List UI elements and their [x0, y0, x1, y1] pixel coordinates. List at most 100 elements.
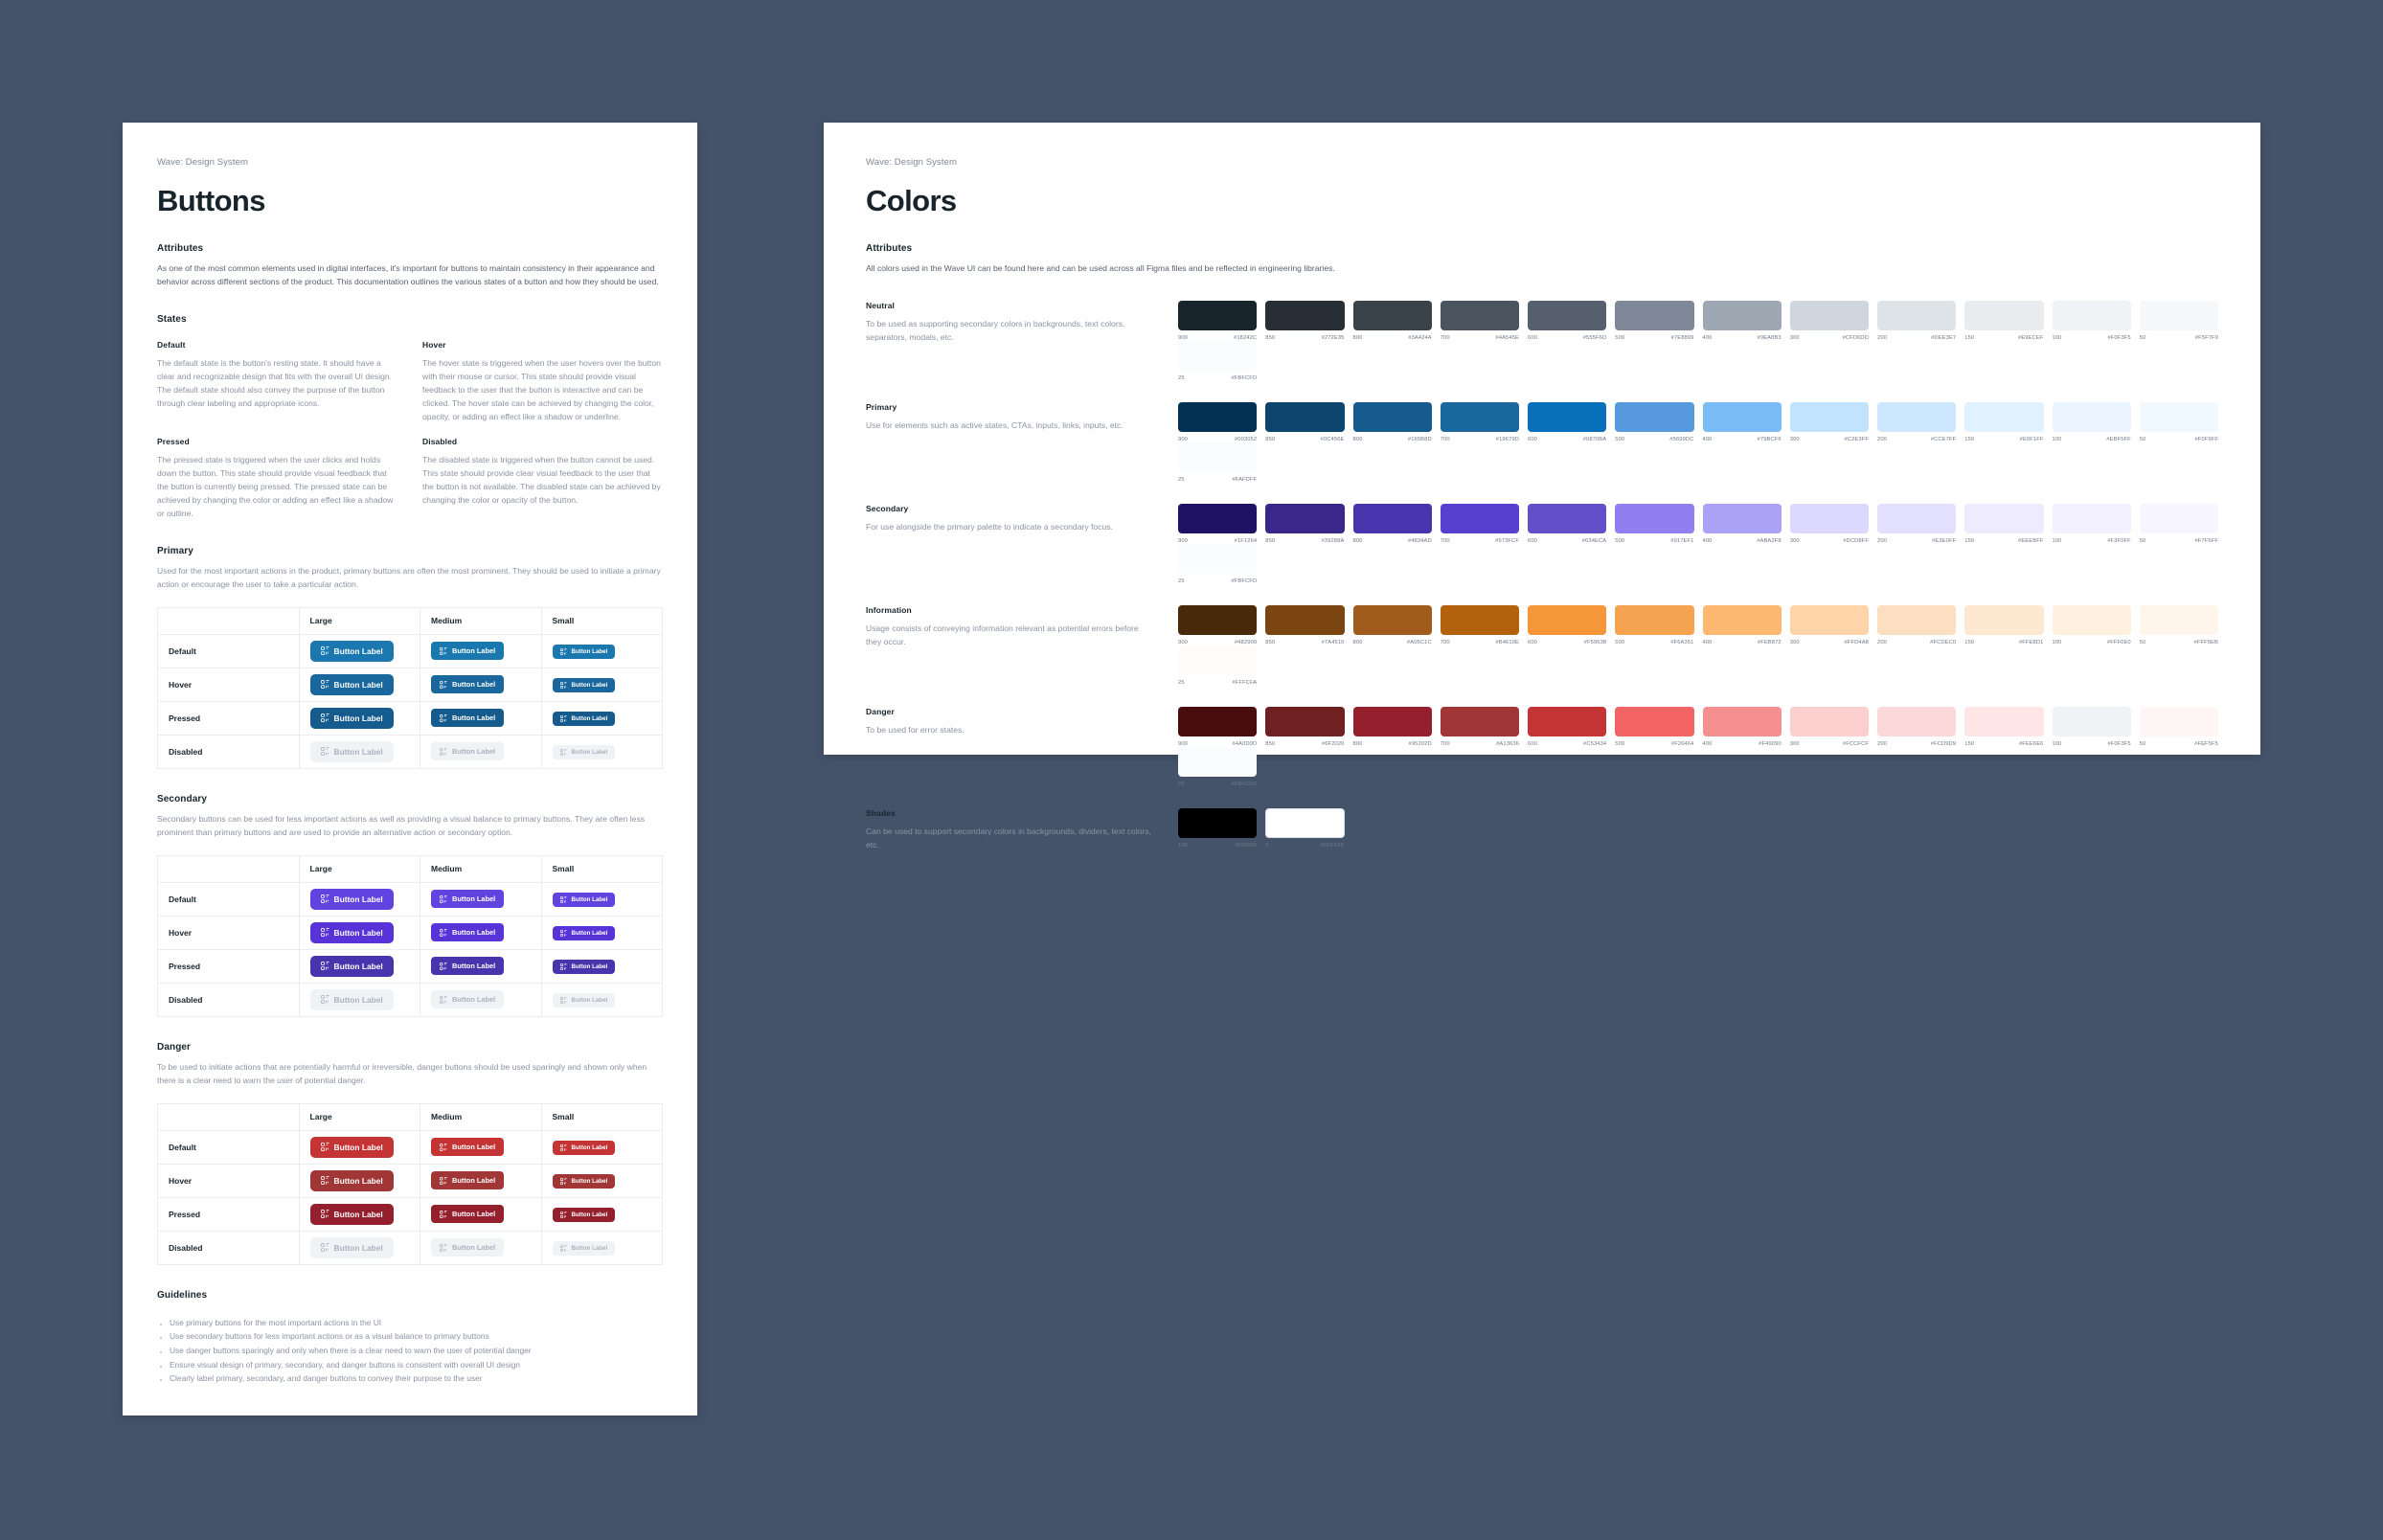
- color-swatch[interactable]: 100 #F0F3F5: [2052, 706, 2131, 747]
- color-swatch[interactable]: 25 #FBFCFD: [1178, 543, 1258, 584]
- color-swatch[interactable]: 700 #4A545E: [1440, 300, 1519, 341]
- swatch-chip[interactable]: [1178, 706, 1258, 736]
- swatch-chip[interactable]: [1964, 401, 2044, 432]
- swatch-chip[interactable]: [1440, 401, 1519, 432]
- color-swatch[interactable]: 400 #F49090: [1702, 706, 1782, 747]
- color-swatch[interactable]: 200 #DEE3E7: [1877, 300, 1957, 341]
- swatch-chip[interactable]: [1440, 503, 1519, 533]
- swatch-chip[interactable]: [1440, 604, 1519, 635]
- color-swatch[interactable]: 150 #E0F1FF: [1964, 401, 2044, 442]
- danger-pressed-medium-button[interactable]: Button Label: [431, 1205, 505, 1224]
- primary-pressed-medium-button[interactable]: Button Label: [431, 709, 505, 728]
- danger-pressed-large-button[interactable]: Button Label: [309, 1203, 394, 1225]
- color-swatch[interactable]: 900 #482909: [1178, 604, 1258, 645]
- swatch-chip[interactable]: [1789, 706, 1869, 736]
- swatch-chip[interactable]: [1352, 604, 1432, 635]
- swatch-chip[interactable]: [1615, 300, 1694, 330]
- swatch-chip[interactable]: [1178, 340, 1258, 371]
- swatch-chip[interactable]: [1178, 604, 1258, 635]
- swatch-chip[interactable]: [1440, 300, 1519, 330]
- color-swatch[interactable]: 100 #FFF0E0: [2052, 604, 2131, 645]
- swatch-chip[interactable]: [1615, 706, 1694, 736]
- color-swatch[interactable]: 400 #9EA8B3: [1702, 300, 1782, 341]
- color-swatch[interactable]: 900 #1F1264: [1178, 503, 1258, 544]
- color-swatch[interactable]: 100 #F0F3F5: [2052, 300, 2131, 341]
- color-swatch[interactable]: 850 #272E35: [1265, 300, 1345, 341]
- swatch-chip[interactable]: [2052, 300, 2131, 330]
- swatch-chip[interactable]: [2052, 503, 2131, 533]
- swatch-chip[interactable]: [1789, 401, 1869, 432]
- swatch-chip[interactable]: [1964, 300, 2044, 330]
- color-swatch[interactable]: 50 #FEF5F5: [2139, 706, 2218, 747]
- swatch-chip[interactable]: [1265, 706, 1345, 736]
- swatch-chip[interactable]: [1528, 604, 1607, 635]
- color-swatch[interactable]: 700 #19679D: [1440, 401, 1519, 442]
- color-swatch[interactable]: 150 #E9ECEF: [1964, 300, 2044, 341]
- danger-default-large-button[interactable]: Button Label: [309, 1136, 394, 1158]
- swatch-chip[interactable]: [1440, 706, 1519, 736]
- swatch-chip[interactable]: [1178, 503, 1258, 533]
- secondary-hover-large-button[interactable]: Button Label: [309, 921, 394, 943]
- color-swatch[interactable]: 25 #FFFCFA: [1178, 645, 1258, 686]
- color-swatch[interactable]: 900 #003052: [1178, 401, 1258, 442]
- primary-pressed-large-button[interactable]: Button Label: [309, 707, 394, 729]
- swatch-chip[interactable]: [1265, 807, 1345, 838]
- swatch-chip[interactable]: [1964, 604, 2044, 635]
- swatch-chip[interactable]: [1964, 706, 2044, 736]
- swatch-chip[interactable]: [1789, 503, 1869, 533]
- color-swatch[interactable]: 300 #FFD4A8: [1789, 604, 1869, 645]
- color-swatch[interactable]: 700 #573FCF: [1440, 503, 1519, 544]
- secondary-default-small-button[interactable]: Button Label: [552, 892, 616, 907]
- swatch-chip[interactable]: [1352, 300, 1432, 330]
- color-swatch[interactable]: 200 #FCD9D9: [1877, 706, 1957, 747]
- swatch-chip[interactable]: [1615, 401, 1694, 432]
- secondary-hover-medium-button[interactable]: Button Label: [431, 923, 505, 942]
- color-swatch[interactable]: 100 #000000: [1178, 807, 1258, 852]
- color-swatch[interactable]: 100 #F3F0FF: [2052, 503, 2131, 544]
- danger-default-medium-button[interactable]: Button Label: [431, 1138, 505, 1157]
- color-swatch[interactable]: 25 #FAFDFF: [1178, 442, 1258, 483]
- secondary-hover-small-button[interactable]: Button Label: [552, 925, 616, 940]
- swatch-chip[interactable]: [1265, 300, 1345, 330]
- primary-default-large-button[interactable]: Button Label: [309, 640, 394, 662]
- color-swatch[interactable]: 850 #6F2020: [1265, 706, 1345, 747]
- color-swatch[interactable]: 400 #FEB872: [1702, 604, 1782, 645]
- color-swatch[interactable]: 600 #F59638: [1528, 604, 1607, 645]
- swatch-chip[interactable]: [1528, 401, 1607, 432]
- color-swatch[interactable]: 200 #FCDEC0: [1877, 604, 1957, 645]
- color-swatch[interactable]: 200 #E3E0FF: [1877, 503, 1957, 544]
- color-swatch[interactable]: 200 #CCE7FF: [1877, 401, 1957, 442]
- color-swatch[interactable]: 25 #FBFCFD: [1178, 340, 1258, 381]
- swatch-chip[interactable]: [1178, 300, 1258, 330]
- danger-hover-small-button[interactable]: Button Label: [552, 1173, 616, 1189]
- swatch-chip[interactable]: [1178, 543, 1258, 574]
- primary-hover-medium-button[interactable]: Button Label: [431, 675, 505, 694]
- swatch-chip[interactable]: [1352, 706, 1432, 736]
- color-swatch[interactable]: 800 #4834AD: [1352, 503, 1432, 544]
- swatch-chip[interactable]: [1615, 503, 1694, 533]
- swatch-chip[interactable]: [1178, 807, 1258, 838]
- swatch-chip[interactable]: [1877, 604, 1957, 635]
- color-swatch[interactable]: 850 #0C456E: [1265, 401, 1345, 442]
- danger-hover-large-button[interactable]: Button Label: [309, 1169, 394, 1191]
- color-swatch[interactable]: 800 #3A424A: [1352, 300, 1432, 341]
- danger-default-small-button[interactable]: Button Label: [552, 1140, 616, 1155]
- secondary-pressed-small-button[interactable]: Button Label: [552, 959, 616, 974]
- color-swatch[interactable]: 150 #FFE8D1: [1964, 604, 2044, 645]
- color-swatch[interactable]: 900 #4A0D0D: [1178, 706, 1258, 747]
- swatch-chip[interactable]: [1265, 401, 1345, 432]
- color-swatch[interactable]: 50 #F0F9FF: [2139, 401, 2218, 442]
- color-swatch[interactable]: 800 #A05C1C: [1352, 604, 1432, 645]
- swatch-chip[interactable]: [1789, 300, 1869, 330]
- primary-pressed-small-button[interactable]: Button Label: [552, 711, 616, 726]
- primary-default-small-button[interactable]: Button Label: [552, 644, 616, 659]
- color-swatch[interactable]: 500 #F6A351: [1615, 604, 1694, 645]
- swatch-chip[interactable]: [1877, 300, 1957, 330]
- color-swatch[interactable]: 400 #ABA2F8: [1702, 503, 1782, 544]
- swatch-chip[interactable]: [1528, 300, 1607, 330]
- secondary-pressed-medium-button[interactable]: Button Label: [431, 957, 505, 976]
- color-swatch[interactable]: 300 #CFD6DD: [1789, 300, 1869, 341]
- color-swatch[interactable]: 800 #165B8D: [1352, 401, 1432, 442]
- swatch-chip[interactable]: [1352, 401, 1432, 432]
- color-swatch[interactable]: 300 #C2E3FF: [1789, 401, 1869, 442]
